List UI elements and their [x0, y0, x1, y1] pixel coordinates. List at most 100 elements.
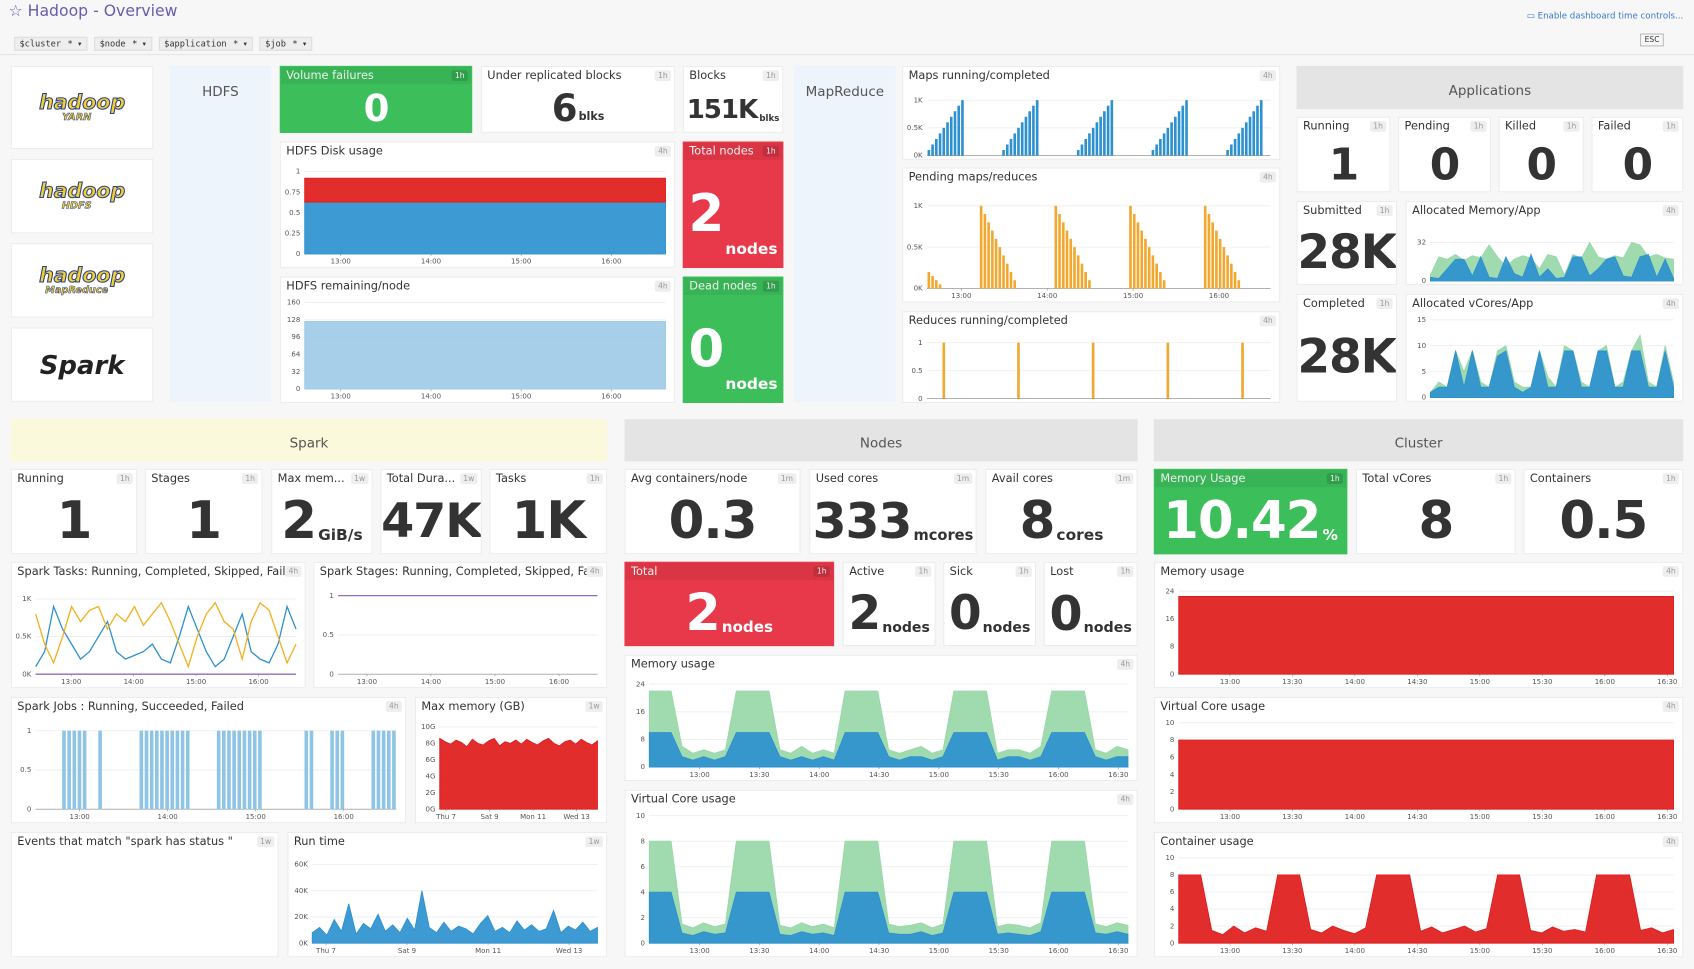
- area: [1430, 350, 1674, 399]
- variable-name: $node: [99, 38, 126, 49]
- value-unit: GiB/s: [318, 527, 363, 545]
- widget: Tasks 1h 1K: [489, 468, 608, 555]
- query-value: 1K: [511, 491, 587, 552]
- bar: [1207, 214, 1211, 289]
- time-span-badge: 1h: [762, 145, 779, 157]
- template-variable[interactable]: $application * ▾: [158, 36, 254, 51]
- time-span-badge: 1h: [1495, 473, 1512, 485]
- y-tick-label: 10: [1165, 853, 1174, 862]
- x-tick-label: 16:00: [1595, 677, 1615, 686]
- bar: [1151, 255, 1155, 289]
- query-value: 8: [1019, 491, 1056, 552]
- logo: hadoop HDFS: [10, 158, 154, 234]
- x-tick-label: 15:30: [989, 946, 1009, 955]
- widget: Volume failures 1h 0: [279, 65, 473, 133]
- chart: 0 2 4 6 8 10 13:00 13:30 14:00 14:30 15:00 15:30 16:…: [1165, 853, 1677, 955]
- variable-value: *: [132, 38, 138, 49]
- bar: [1203, 205, 1207, 289]
- x-tick-label: 15:00: [929, 946, 949, 955]
- widget: Failed 1h 0: [1591, 116, 1684, 193]
- x-tick-label: 16:00: [549, 677, 569, 686]
- template-variable[interactable]: $cluster * ▾: [14, 36, 88, 51]
- value-box: 6 blks: [482, 86, 674, 131]
- widget: Sick 1h 0 nodes: [943, 561, 1037, 647]
- bar: [1099, 116, 1102, 156]
- area: [1178, 739, 1674, 810]
- area: [1178, 874, 1674, 944]
- time-span-badge: 1w: [585, 836, 603, 848]
- bar: [1061, 222, 1065, 289]
- query-value: 151K: [686, 93, 759, 125]
- widget-title: Pending maps/reduces: [908, 170, 1038, 184]
- widget-title: Tasks: [495, 472, 527, 486]
- widget-title: Spark Jobs : Running, Succeeded, Failed: [17, 700, 244, 714]
- time-span-badge: 1m: [777, 473, 797, 485]
- value-box: 0 nodes: [944, 582, 1035, 645]
- time-span-badge: 1w: [350, 473, 369, 485]
- x-tick-label: 13:00: [689, 770, 709, 779]
- bar: [1088, 280, 1091, 289]
- query-value: 2: [281, 491, 317, 552]
- chart: 0K 0.5K 1K: [907, 95, 1271, 159]
- chart: 0G 2G 4G 6G 8G 10G Thu 7 Sat 9 Mon 11 Wed 13: [421, 722, 598, 821]
- widget: Allocated vCores/App 4h 0 5 10 15: [1405, 293, 1684, 402]
- x-tick-label: Wed 13: [563, 812, 589, 821]
- widget-title: Containers: [1529, 472, 1592, 486]
- widget-title: HDFS remaining/node: [286, 279, 411, 293]
- template-variable[interactable]: $job * ▾: [259, 36, 313, 51]
- time-span-badge: 1h: [1376, 205, 1393, 217]
- bar: [1009, 138, 1013, 156]
- dropdown-caret: ▾: [301, 38, 308, 49]
- x-tick-label: 13:00: [1220, 946, 1240, 955]
- widget: Running 1h 1: [10, 468, 138, 555]
- logo-sub: MapReduce: [45, 284, 109, 296]
- widget-title: Virtual Core usage: [630, 793, 736, 806]
- widget-title: Total nodes: [689, 144, 754, 158]
- y-tick-label: 0: [1170, 669, 1174, 678]
- widget-title: Avg containers/node: [630, 472, 748, 486]
- bar: [185, 730, 190, 810]
- widget: Spark Jobs : Running, Succeeded, Failed 4…: [10, 696, 407, 824]
- value-unit: nodes: [725, 375, 778, 394]
- bar: [927, 271, 931, 289]
- y-tick-label: 0: [918, 394, 922, 403]
- chart: 0 32 64 96 128 160 13:00 14:00 15:00 16:00: [287, 298, 666, 401]
- esc-button[interactable]: ESC: [1640, 33, 1664, 47]
- y-tick-label: 2: [1170, 921, 1174, 930]
- value-box: 2 nodes: [844, 582, 935, 645]
- bar: [77, 730, 82, 810]
- widget: Active 1h 2 nodes: [842, 561, 936, 647]
- widget-title: Max mem...: [277, 472, 345, 486]
- area: [304, 201, 666, 255]
- bar: [386, 730, 391, 810]
- x-tick-label: 16:00: [1048, 770, 1068, 779]
- bar: [1020, 122, 1024, 156]
- y-tick-label: 6: [1170, 753, 1175, 762]
- template-variable[interactable]: $node * ▾: [94, 36, 153, 51]
- widget-title: Spark Tasks: Running, Completed, Skipped…: [17, 565, 297, 579]
- bar: [381, 730, 386, 810]
- bar: [1256, 105, 1259, 156]
- x-tick-label: 15:30: [989, 770, 1009, 779]
- logo-word: hadoop: [39, 263, 126, 287]
- x-tick-label: 15:00: [929, 770, 949, 779]
- value-box: 1: [12, 489, 136, 553]
- y-tick-label: 0: [27, 804, 31, 813]
- time-controls-text[interactable]: Enable dashboard time controls...: [1537, 10, 1684, 21]
- widget: Memory usage 4h 0 8 16 24 13:00 13:30 14:00 14:30…: [1153, 561, 1684, 689]
- time-span-badge: 1h: [813, 566, 830, 577]
- widget-title: Blocks: [689, 69, 726, 83]
- value-box: 28K: [1298, 221, 1396, 284]
- x-tick-label: 15:00: [186, 677, 206, 686]
- widget: Spark Tasks: Running, Completed, Skipped…: [10, 561, 306, 689]
- bar: [340, 730, 345, 810]
- bar: [1084, 138, 1088, 156]
- y-tick-label: 0.5K: [16, 632, 32, 641]
- time-controls-link[interactable]: ▭ Enable dashboard time controls...: [1526, 10, 1684, 21]
- logo: hadoop MapReduce: [10, 243, 154, 318]
- query-value: 0: [688, 319, 725, 380]
- bar: [1035, 100, 1039, 156]
- y-tick-label: 0.5K: [907, 123, 923, 132]
- group-header: Cluster: [1153, 419, 1684, 462]
- x-tick-label: 14:30: [1407, 677, 1427, 686]
